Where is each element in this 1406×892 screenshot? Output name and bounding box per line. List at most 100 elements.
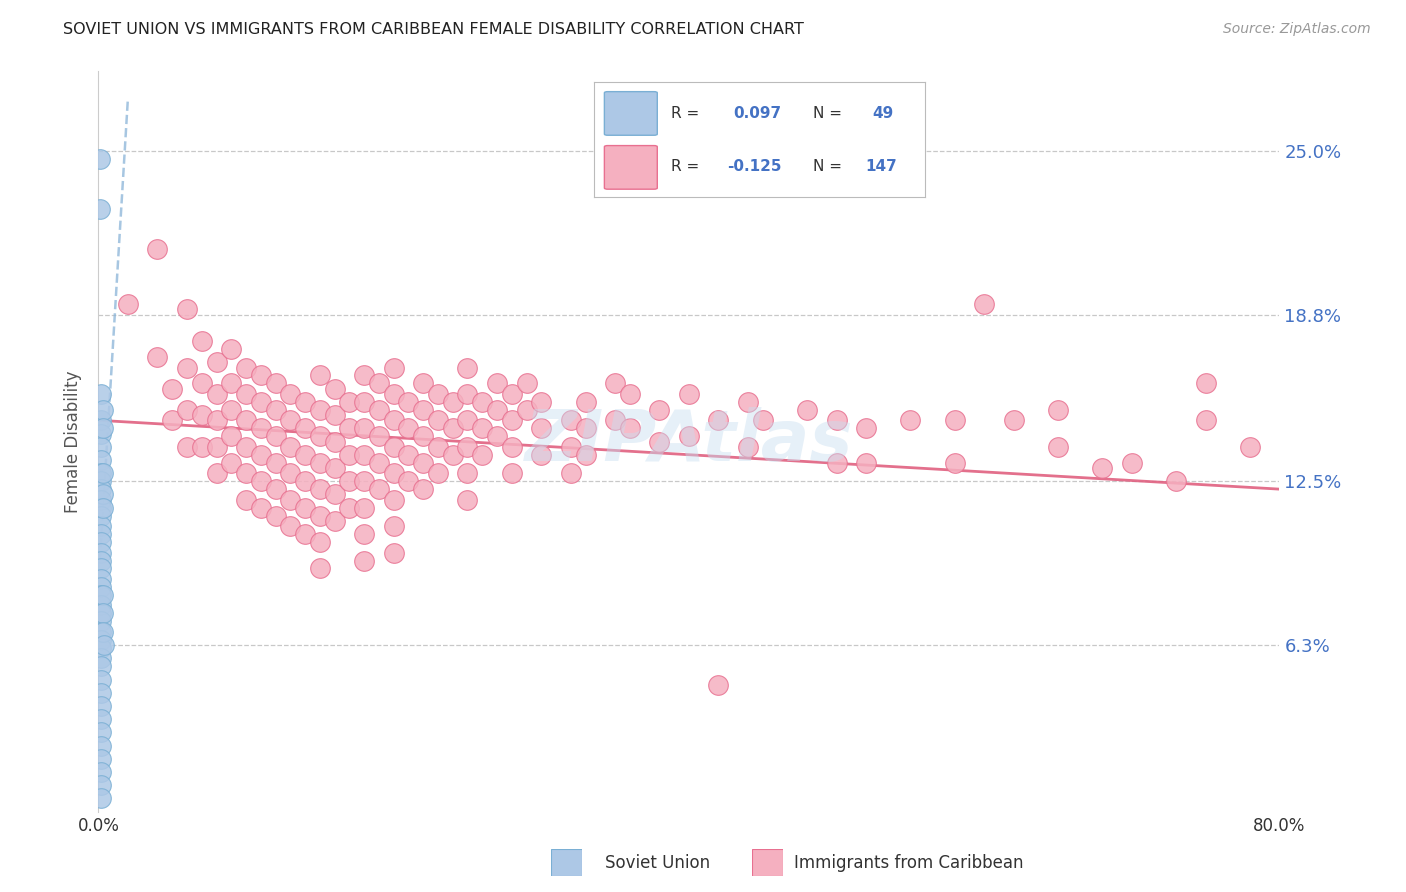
Text: SOVIET UNION VS IMMIGRANTS FROM CARIBBEAN FEMALE DISABILITY CORRELATION CHART: SOVIET UNION VS IMMIGRANTS FROM CARIBBEA… — [63, 22, 804, 37]
Point — [353, 553, 375, 567]
Point — [90, 500, 112, 515]
Point — [91, 421, 114, 435]
Point — [146, 350, 169, 364]
Point — [250, 368, 273, 383]
Point — [264, 376, 287, 391]
Point — [90, 387, 112, 401]
Point — [398, 421, 420, 435]
Point — [530, 448, 553, 462]
Point — [353, 448, 375, 462]
Point — [235, 413, 257, 427]
Point — [427, 467, 450, 481]
Point — [90, 546, 112, 560]
Point — [457, 360, 479, 375]
Point — [457, 413, 479, 427]
Point — [191, 376, 214, 391]
Point — [221, 376, 243, 391]
Point — [191, 408, 214, 422]
Point — [294, 395, 316, 409]
Point — [427, 413, 450, 427]
Point — [382, 387, 405, 401]
Point — [825, 456, 848, 470]
Point — [575, 421, 598, 435]
Point — [235, 492, 257, 507]
Point — [90, 440, 112, 454]
Point — [294, 448, 316, 462]
Point — [501, 467, 523, 481]
Point — [90, 535, 112, 549]
Point — [91, 500, 114, 515]
Point — [382, 519, 405, 533]
Point — [264, 456, 287, 470]
Point — [678, 387, 700, 401]
Point — [264, 429, 287, 443]
Point — [91, 487, 114, 501]
Point — [353, 368, 375, 383]
Point — [323, 461, 346, 475]
Point — [221, 429, 243, 443]
Point — [1195, 413, 1218, 427]
Point — [280, 467, 302, 481]
Point — [412, 482, 434, 496]
Point — [486, 376, 509, 391]
Point — [264, 402, 287, 417]
Point — [264, 482, 287, 496]
Point — [309, 535, 332, 549]
Point — [457, 440, 479, 454]
Point — [678, 429, 700, 443]
Point — [619, 387, 641, 401]
Point — [90, 467, 112, 481]
Point — [648, 434, 671, 449]
Point — [309, 482, 332, 496]
Point — [280, 413, 302, 427]
Point — [368, 376, 391, 391]
Point — [412, 376, 434, 391]
Point — [191, 440, 214, 454]
Point — [530, 395, 553, 409]
Point — [943, 413, 966, 427]
Point — [221, 456, 243, 470]
Point — [605, 413, 627, 427]
Point — [457, 387, 479, 401]
Point — [235, 440, 257, 454]
Point — [90, 725, 112, 739]
Point — [294, 474, 316, 488]
Text: Source: ZipAtlas.com: Source: ZipAtlas.com — [1223, 22, 1371, 37]
Point — [91, 467, 114, 481]
Point — [737, 440, 759, 454]
Point — [309, 368, 332, 383]
Point — [176, 302, 198, 317]
Point — [90, 673, 112, 687]
Point — [176, 402, 198, 417]
Point — [221, 402, 243, 417]
Point — [339, 448, 361, 462]
Point — [427, 440, 450, 454]
Point — [162, 382, 183, 396]
Point — [501, 440, 523, 454]
Point — [441, 421, 464, 435]
Point — [530, 421, 553, 435]
Point — [162, 413, 183, 427]
Point — [205, 387, 228, 401]
Point — [90, 492, 112, 507]
Point — [382, 467, 405, 481]
Point — [368, 402, 391, 417]
Point — [90, 778, 112, 792]
Point — [90, 712, 112, 726]
Point — [90, 607, 112, 621]
Point — [90, 453, 112, 467]
Point — [323, 382, 346, 396]
Point — [353, 474, 375, 488]
Point — [294, 527, 316, 541]
Point — [575, 395, 598, 409]
Point — [412, 402, 434, 417]
Point — [382, 440, 405, 454]
Point — [1091, 461, 1114, 475]
Point — [368, 482, 391, 496]
Point — [398, 395, 420, 409]
Point — [1002, 413, 1025, 427]
Point — [205, 440, 228, 454]
Point — [441, 395, 464, 409]
Point — [90, 561, 112, 575]
Point — [89, 202, 111, 216]
